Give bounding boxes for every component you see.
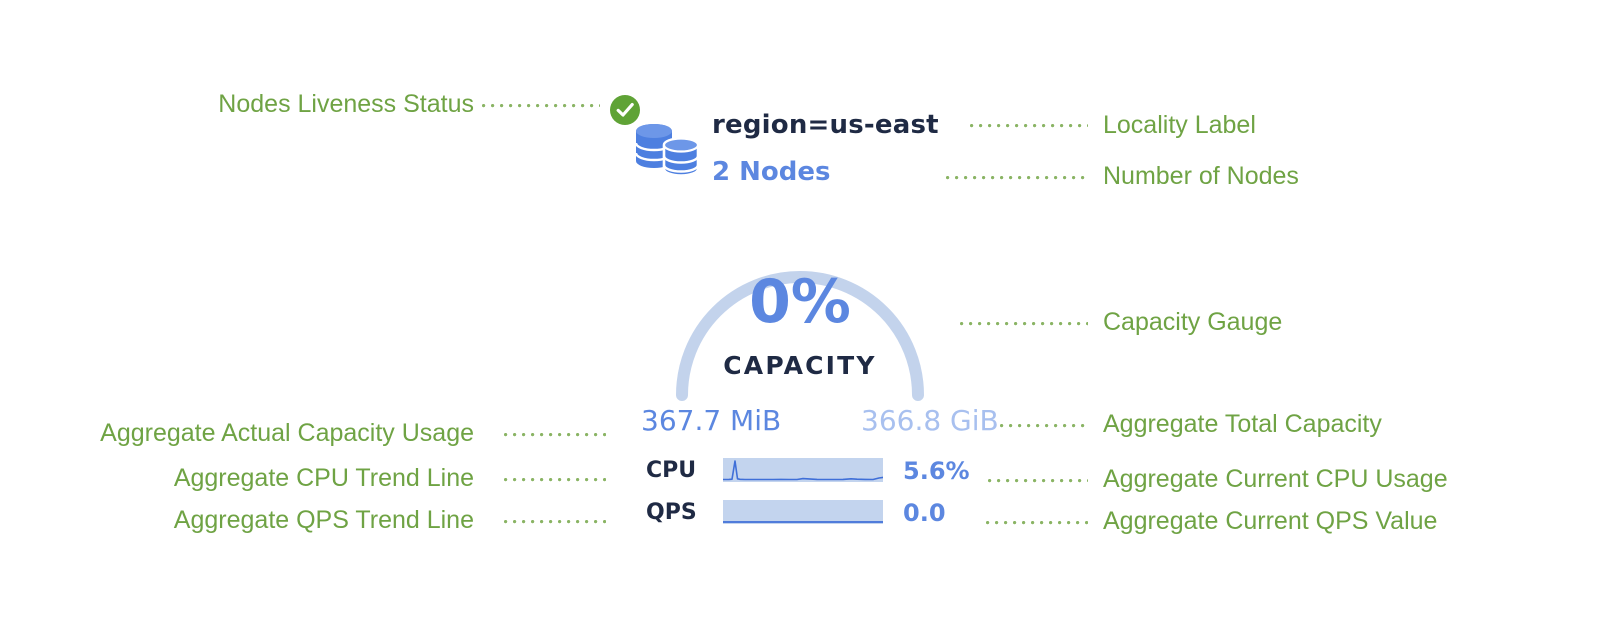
- check-circle-icon: [609, 94, 641, 126]
- annotation-number-of-nodes: Number of Nodes: [1103, 162, 1299, 190]
- qps-metric-label: QPS: [646, 500, 697, 525]
- qps-metric-value: 0.0: [903, 499, 946, 527]
- capacity-gauge-percent: 0%: [749, 267, 851, 337]
- cpu-trend-sparkline: [722, 458, 884, 482]
- annotation-capacity-gauge: Capacity Gauge: [1103, 308, 1283, 336]
- cpu-metric-label: CPU: [646, 458, 697, 483]
- leader-line-aggregate-qps-trend-line: [504, 520, 606, 524]
- annotation-aggregate-current-cpu-usage: Aggregate Current CPU Usage: [1103, 465, 1448, 493]
- leader-line-aggregate-actual-capacity-usage: [504, 433, 606, 437]
- leader-line-number-of-nodes: [946, 176, 1086, 180]
- leader-line-capacity-gauge: [960, 322, 1088, 326]
- annotation-nodes-liveness-status: Nodes Liveness Status: [218, 90, 474, 118]
- capacity-gauge: [655, 205, 945, 405]
- database-stack-icon: [630, 119, 702, 185]
- node-count-value: 2 Nodes: [712, 157, 831, 187]
- leader-line-aggregate-current-qps-value: [986, 521, 1088, 525]
- annotation-aggregate-total-capacity: Aggregate Total Capacity: [1103, 410, 1382, 438]
- annotation-aggregate-qps-trend-line: Aggregate QPS Trend Line: [173, 506, 474, 534]
- locality-label-value: region=us-east: [712, 110, 939, 140]
- cpu-metric-value: 5.6%: [903, 457, 970, 485]
- capacity-total-value: 366.8 GiB: [861, 404, 999, 437]
- qps-trend-sparkline: [722, 500, 884, 524]
- capacity-gauge-caption: CAPACITY: [723, 351, 877, 380]
- leader-line-aggregate-total-capacity: [1000, 424, 1088, 428]
- leader-line-locality-label: [970, 124, 1088, 128]
- annotation-aggregate-cpu-trend-line: Aggregate CPU Trend Line: [173, 464, 474, 492]
- capacity-used-value: 367.7 MiB: [641, 404, 782, 437]
- leader-line-aggregate-current-cpu-usage: [988, 479, 1088, 483]
- leader-line-aggregate-cpu-trend-line: [504, 478, 606, 482]
- annotation-aggregate-current-qps-value: Aggregate Current QPS Value: [1103, 507, 1438, 535]
- annotation-aggregate-actual-capacity-usage: Aggregate Actual Capacity Usage: [100, 419, 474, 447]
- leader-line-nodes-liveness-status: [482, 104, 600, 108]
- annotation-locality-label: Locality Label: [1103, 111, 1256, 139]
